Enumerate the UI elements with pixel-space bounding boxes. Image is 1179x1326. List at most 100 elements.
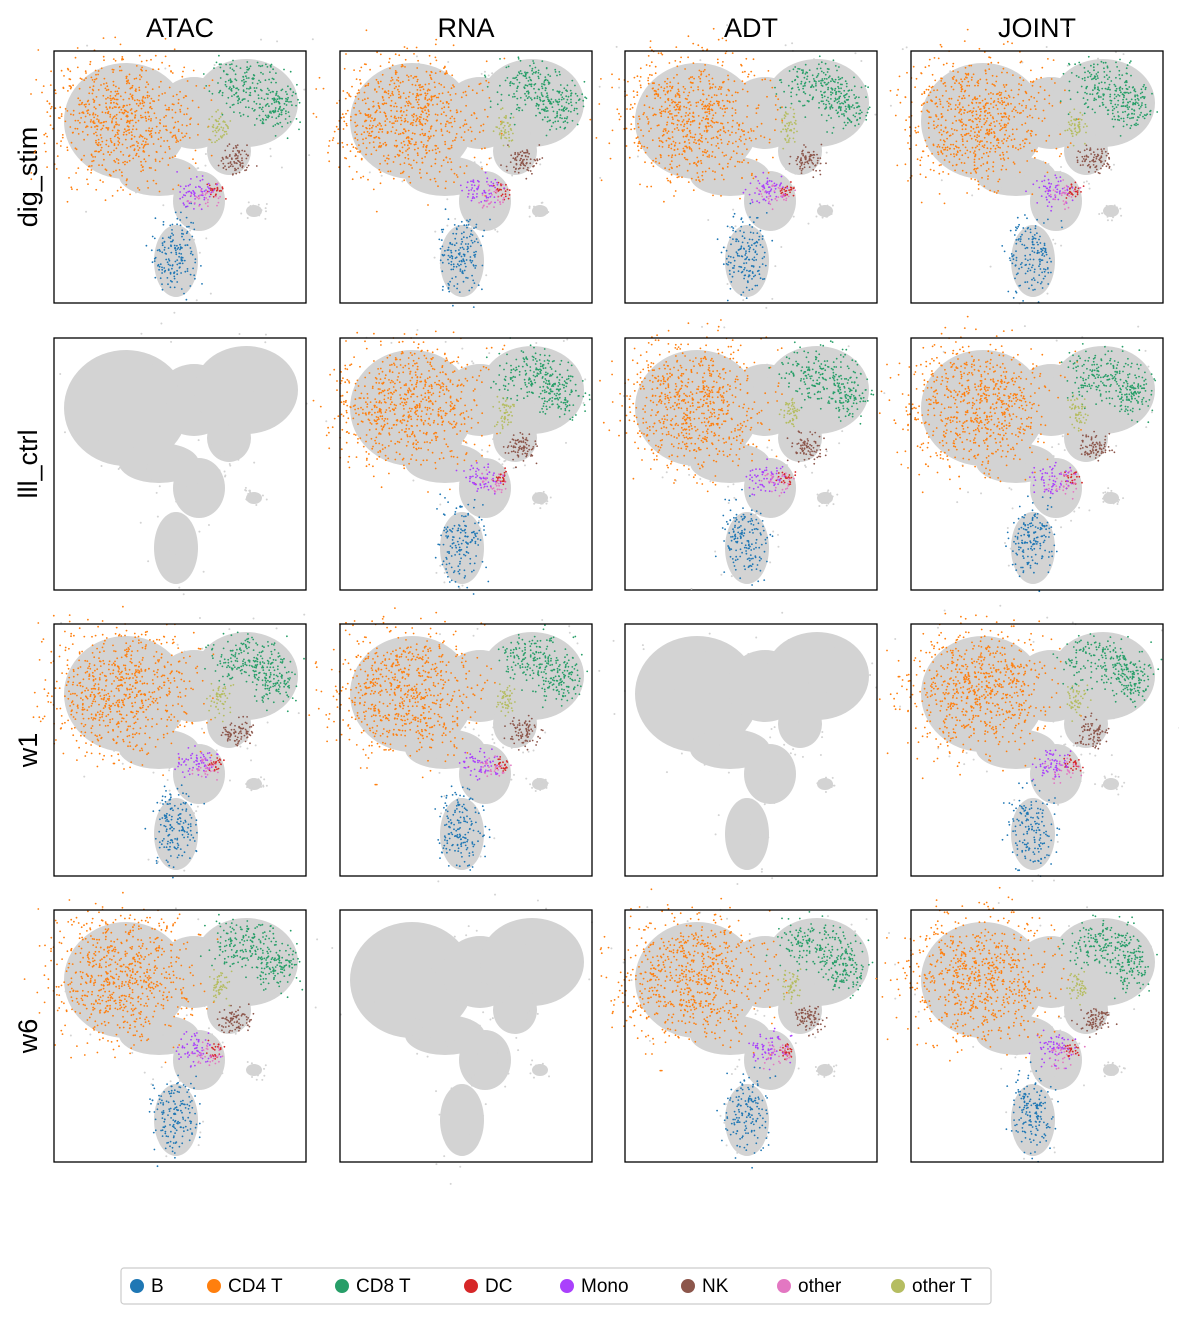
- cell: [1044, 271, 1046, 273]
- cell: [758, 104, 760, 106]
- cell: [222, 129, 224, 131]
- cell: [222, 158, 224, 160]
- cell: [519, 82, 521, 84]
- cell: [135, 191, 137, 193]
- cell: [415, 99, 417, 101]
- cell: [196, 176, 198, 178]
- cell: [246, 167, 248, 169]
- cell: [707, 122, 709, 124]
- cell: [427, 89, 429, 91]
- cell: [275, 117, 277, 119]
- cell: [695, 179, 697, 181]
- cell: [476, 123, 478, 125]
- cell: [528, 92, 530, 94]
- cell: [190, 247, 192, 249]
- cell: [746, 116, 748, 118]
- cell: [87, 183, 89, 185]
- cell: [843, 128, 845, 130]
- cell: [476, 238, 478, 240]
- cell: [268, 79, 270, 81]
- cell: [290, 101, 292, 103]
- cell: [703, 71, 705, 73]
- cell: [465, 99, 467, 101]
- cell: [729, 237, 731, 239]
- cell: [143, 105, 145, 107]
- cell: [242, 162, 244, 164]
- cell: [843, 95, 845, 97]
- cell: [525, 178, 527, 180]
- cell: [533, 72, 535, 74]
- cell: [431, 95, 433, 97]
- cell: [516, 87, 518, 89]
- cell: [546, 68, 548, 70]
- cell: [500, 100, 502, 102]
- cell: [123, 105, 125, 107]
- cell: [739, 138, 741, 140]
- cell: [161, 283, 163, 285]
- cell: [209, 196, 211, 198]
- cell: [499, 58, 501, 60]
- cell: [92, 114, 94, 116]
- cell: [697, 101, 699, 103]
- cell: [255, 213, 257, 215]
- cell: [149, 102, 151, 104]
- cell: [133, 149, 135, 151]
- cell: [131, 138, 133, 140]
- cell: [251, 78, 253, 80]
- cell: [215, 196, 217, 198]
- cell: [55, 93, 57, 95]
- cell: [349, 166, 351, 168]
- cell: [821, 61, 823, 63]
- cell: [174, 287, 176, 289]
- cell: [424, 92, 426, 94]
- cell: [116, 114, 118, 116]
- cell: [337, 128, 339, 130]
- cell: [392, 126, 394, 128]
- cell: [474, 157, 476, 159]
- cell: [447, 148, 449, 150]
- cell: [760, 193, 762, 195]
- cell: [699, 70, 701, 72]
- cell: [1024, 281, 1026, 283]
- cell: [715, 86, 717, 88]
- cell: [480, 125, 482, 127]
- cell: [378, 146, 380, 148]
- cell: [367, 179, 369, 181]
- cell: [752, 111, 754, 113]
- cell: [811, 154, 813, 156]
- cell: [139, 74, 141, 76]
- cell: [148, 127, 150, 129]
- cell: [119, 169, 121, 171]
- cell: [116, 158, 118, 160]
- cell: [417, 154, 419, 156]
- cell: [816, 68, 818, 70]
- cell: [508, 125, 510, 127]
- cell: [566, 116, 568, 118]
- cell: [225, 81, 227, 83]
- cell: [495, 158, 497, 160]
- cell: [256, 209, 258, 211]
- cell: [488, 109, 490, 111]
- cell: [639, 118, 641, 120]
- cell: [49, 103, 51, 105]
- cell: [41, 92, 43, 94]
- cell: [719, 134, 721, 136]
- cell: [492, 185, 494, 187]
- cell: [660, 113, 662, 115]
- cell: [689, 142, 691, 144]
- cell: [778, 135, 780, 137]
- cell: [462, 258, 464, 260]
- cell: [107, 97, 109, 99]
- cell: [464, 131, 466, 133]
- cell: [269, 148, 271, 150]
- cell: [137, 142, 139, 144]
- cell: [616, 108, 618, 110]
- cell: [77, 128, 79, 130]
- cell: [250, 94, 252, 96]
- cell: [453, 86, 455, 88]
- cell: [303, 89, 305, 91]
- cell: [78, 133, 80, 135]
- cell: [755, 285, 757, 287]
- cell: [382, 103, 384, 105]
- cell: [777, 98, 779, 100]
